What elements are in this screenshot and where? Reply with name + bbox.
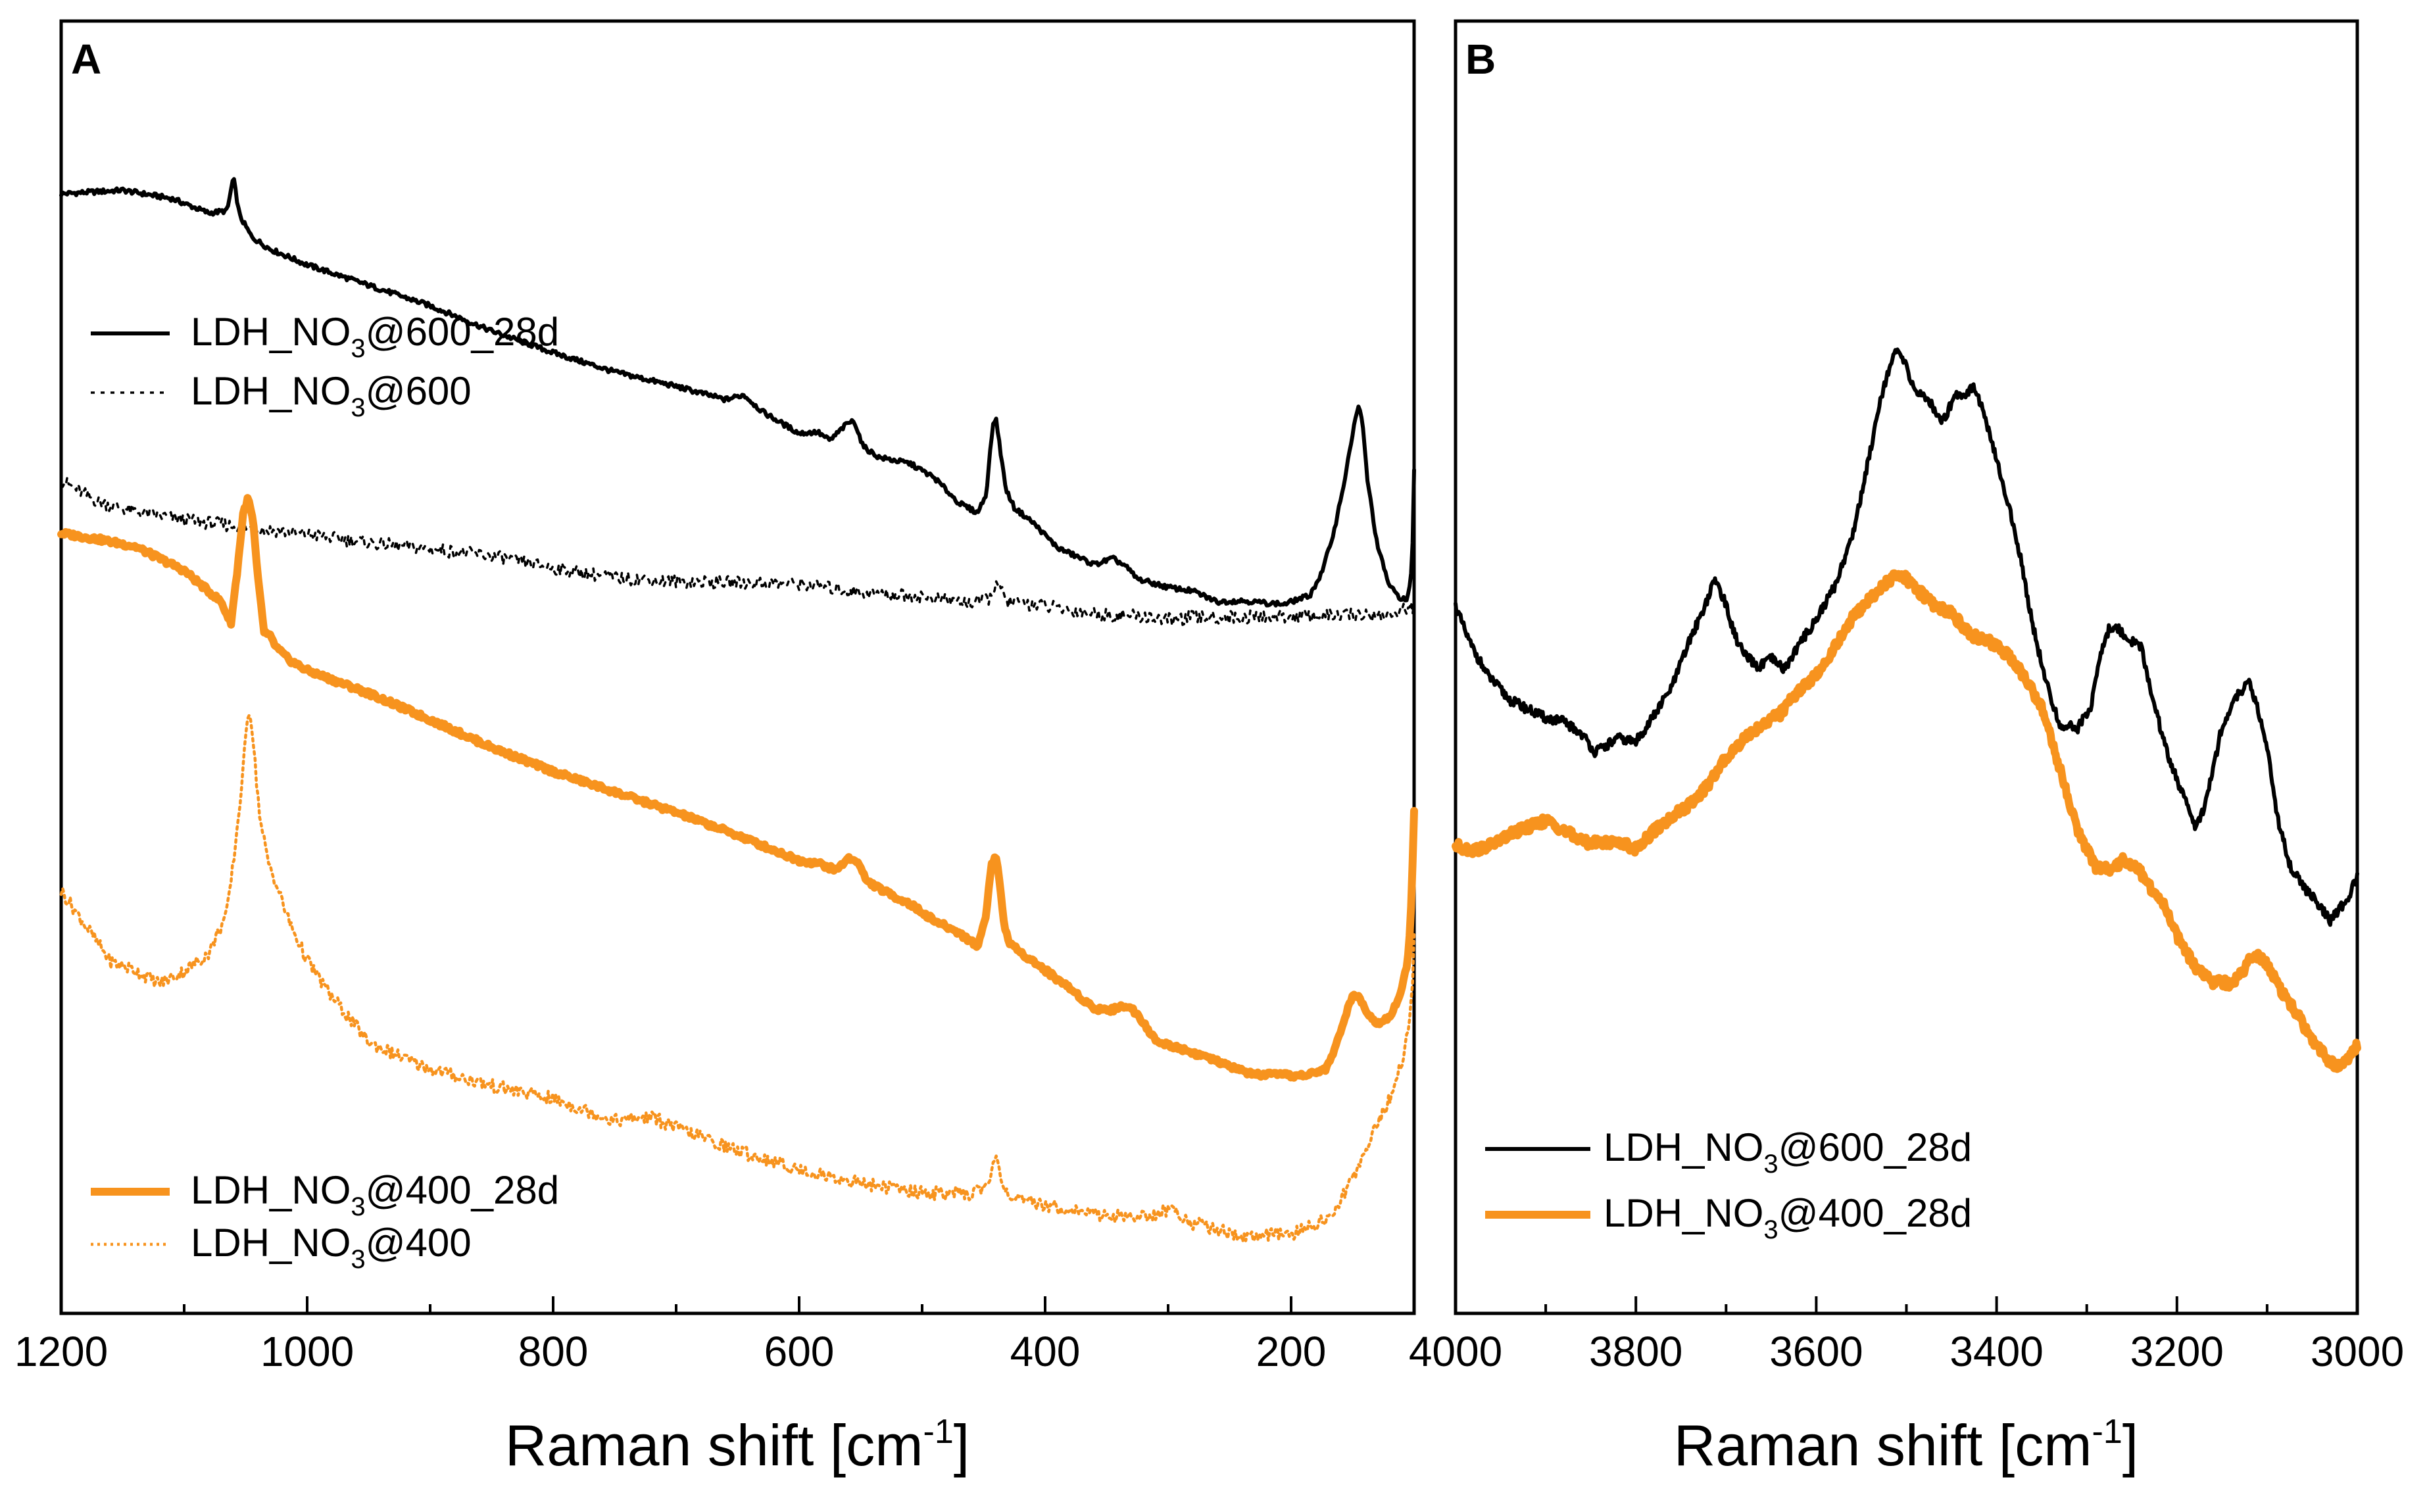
panel-a-frame <box>59 19 1416 1315</box>
panel-a-x-ticks: 1200 1000 800 600 400 200 <box>14 1296 1415 1375</box>
series-line-ldh-no3-600-28d <box>59 177 1416 608</box>
panel-b-frame <box>1454 19 2359 1315</box>
panel-b-x-axis-label: Raman shift [cm-1] <box>1674 1413 2138 1478</box>
legend-label: LDH_NO3@600_28d <box>1604 1125 1972 1179</box>
panel-b-series <box>1452 347 2361 1073</box>
series-line-ldh-no3-600-28d <box>1454 347 2359 927</box>
x-tick-label: 1200 <box>14 1328 108 1375</box>
panel-a-x-axis-label: Raman shift [cm-1] <box>505 1413 969 1478</box>
panel-b-x-ticks: 4000 3800 3600 3400 3200 3000 <box>1409 1296 2404 1375</box>
x-tick-label: 4000 <box>1409 1328 1502 1375</box>
legend-label: LDH_NO3@400_28d <box>191 1168 559 1221</box>
x-tick-label: 3800 <box>1589 1328 1682 1375</box>
panel-b-legend: LDH_NO3@600_28d LDH_NO3@400_28d <box>1485 1125 1972 1244</box>
x-tick-label: 3600 <box>1769 1328 1863 1375</box>
x-tick-label: 3000 <box>2311 1328 2404 1375</box>
panel-b: B 4000 3800 3600 3400 3200 3000 LDH_NO3@600_2… <box>1409 19 2404 1478</box>
series-line-ldh-no3-400-28d <box>57 494 1418 1082</box>
legend-label: LDH_NO3@600_28d <box>191 310 559 363</box>
legend-label: LDH_NO3@600 <box>191 369 472 422</box>
x-tick-label: 3200 <box>2130 1328 2224 1375</box>
series-line-ldh-no3-400 <box>59 714 1416 1244</box>
panel-a: A 1200 1000 800 600 400 200 LDH_NO3@600_28dLD… <box>14 19 1418 1478</box>
panel-a-letter: A <box>71 36 101 83</box>
legend-label: LDH_NO3@400_28d <box>1604 1191 1972 1244</box>
legend-label: LDH_NO3@400 <box>191 1221 472 1274</box>
panel-a-legend: LDH_NO3@600_28d LDH_NO3@600 LDH_NO3@400_28… <box>91 310 559 1274</box>
x-tick-label: 800 <box>518 1328 589 1375</box>
panel-b-letter: B <box>1465 36 1496 83</box>
x-tick-label: 600 <box>764 1328 835 1375</box>
x-tick-label: 3400 <box>1949 1328 2043 1375</box>
series-line-ldh-no3-600 <box>60 476 1415 627</box>
series-line-ldh-no3-400-28d <box>1452 569 2361 1073</box>
x-tick-label: 200 <box>1256 1328 1327 1375</box>
panel-a-series <box>57 177 1418 1244</box>
x-tick-label: 1000 <box>260 1328 354 1375</box>
x-tick-label: 400 <box>1010 1328 1081 1375</box>
